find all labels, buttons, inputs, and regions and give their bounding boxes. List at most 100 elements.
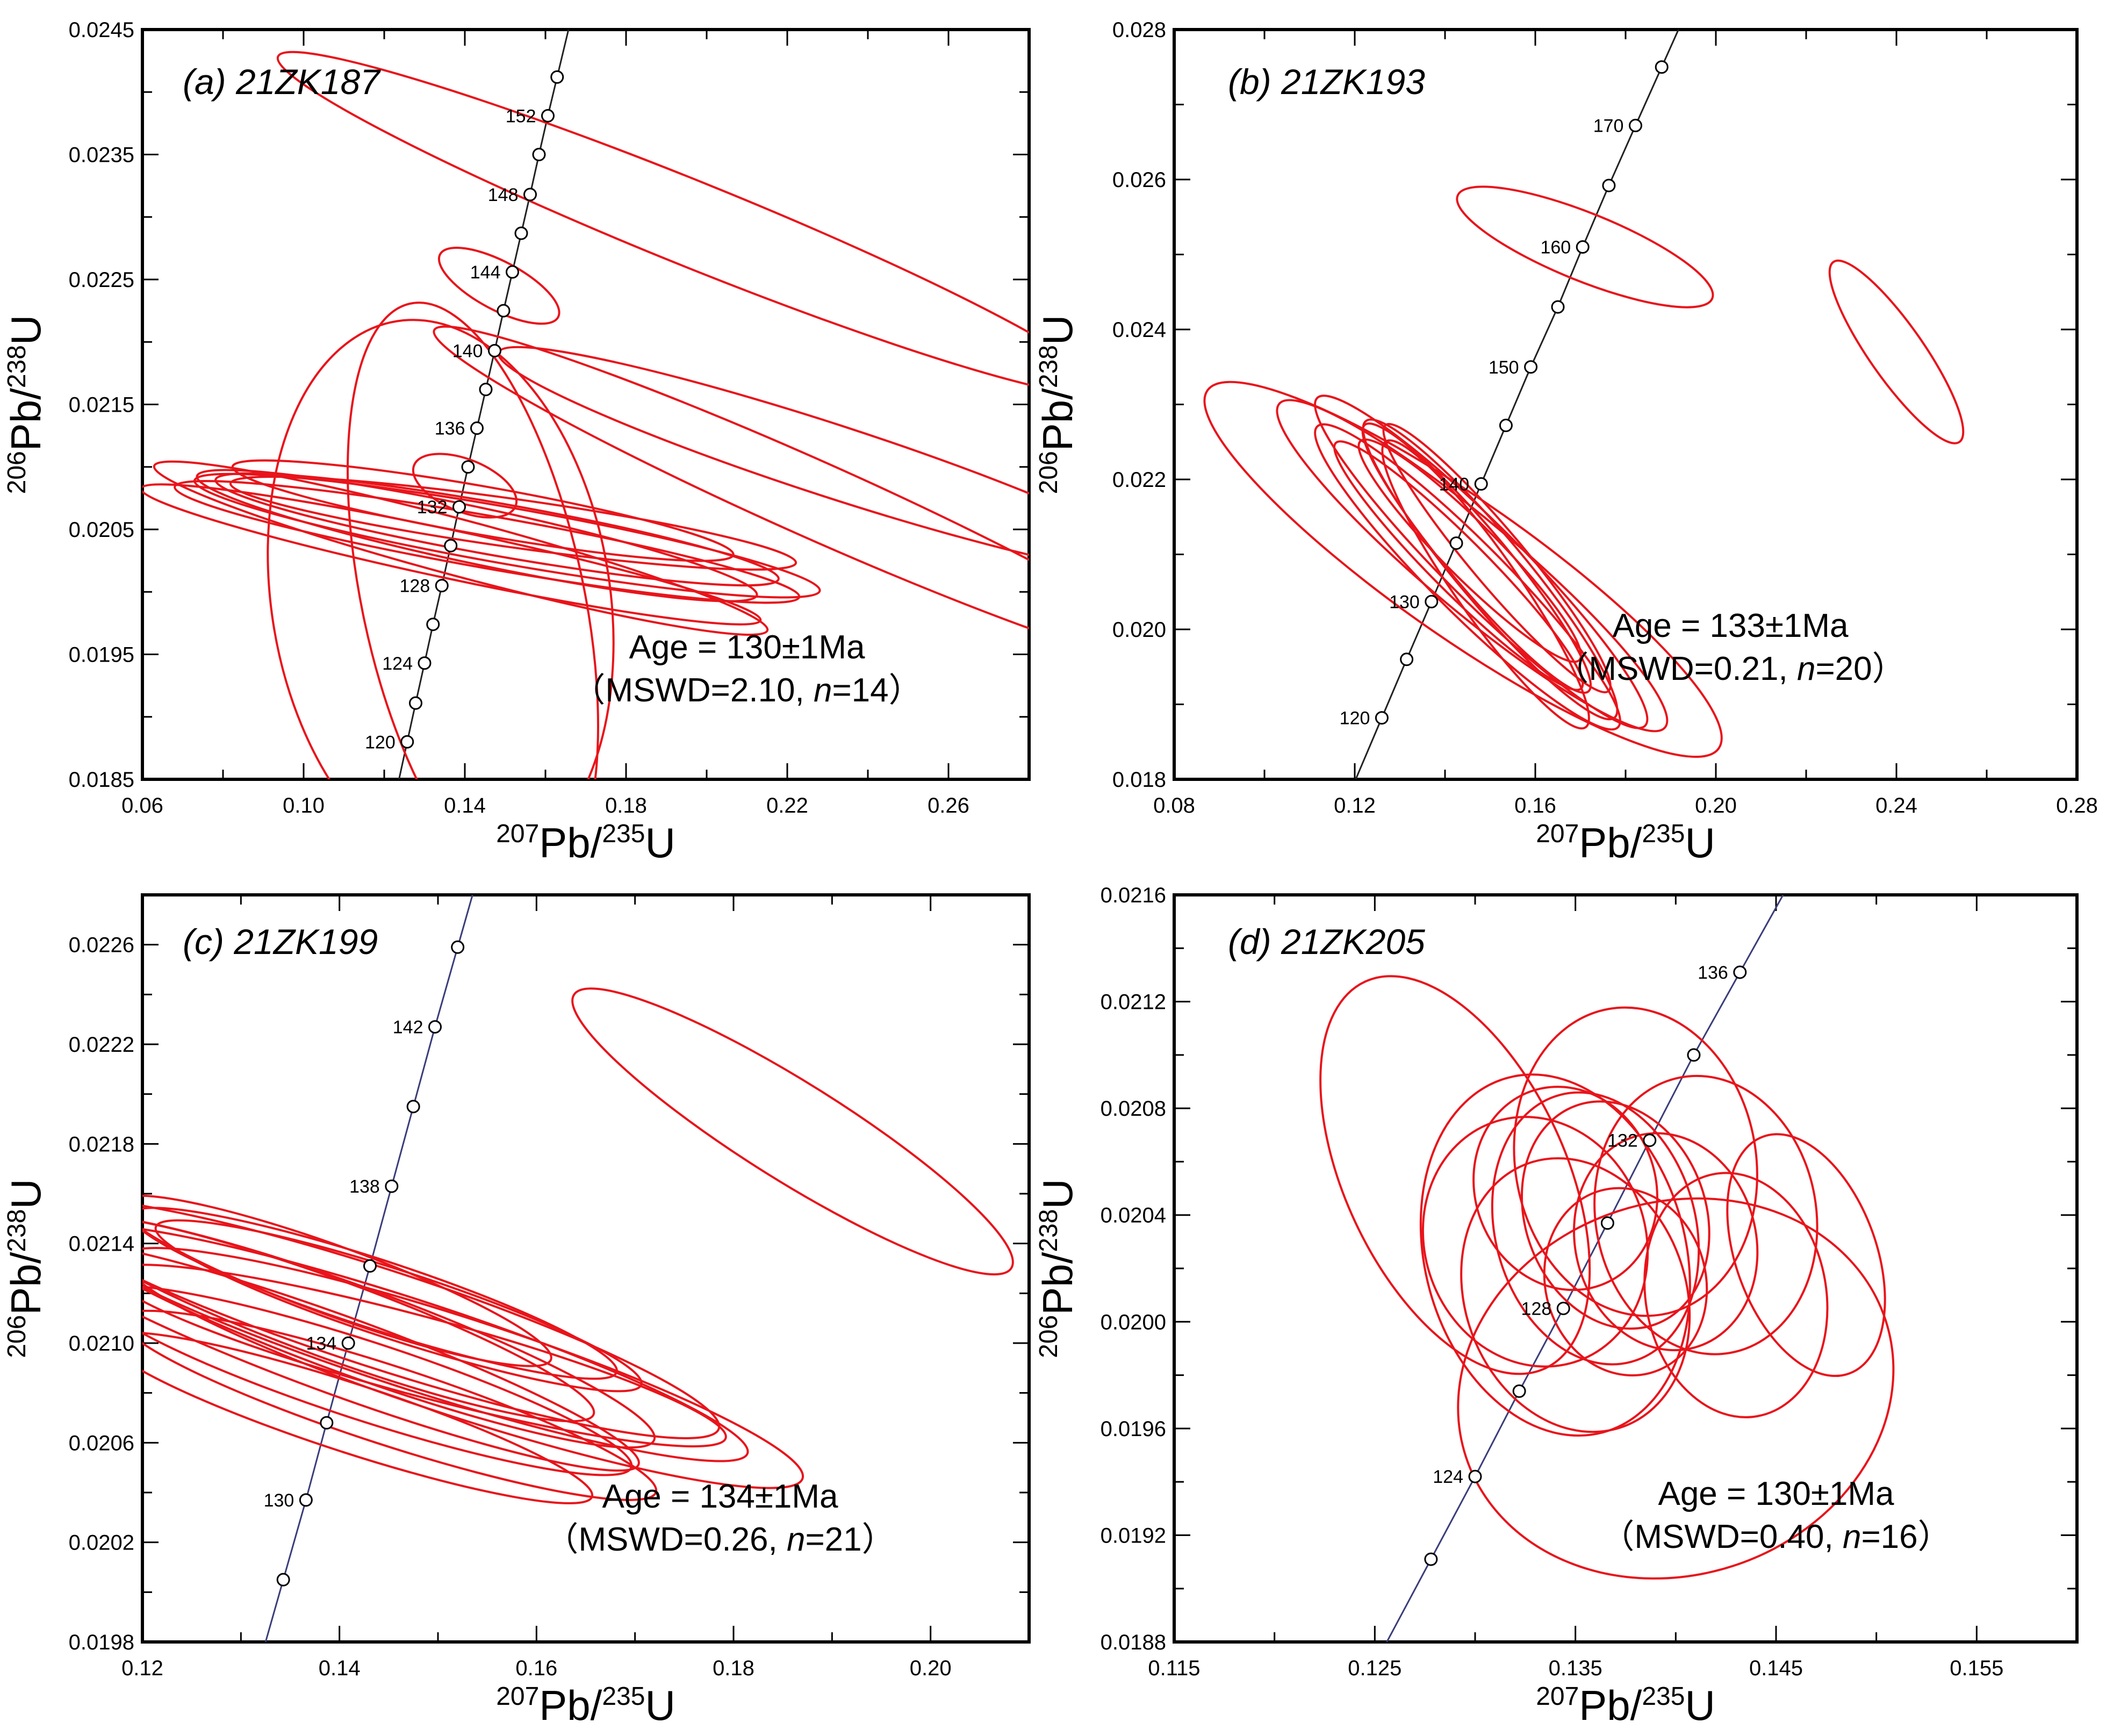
x-axis-title-base: U — [645, 1682, 675, 1729]
mswd-close-paren: ） — [889, 672, 922, 709]
error-ellipse — [433, 325, 1029, 671]
n-label: n — [814, 672, 832, 709]
concordia-age-marker — [363, 1259, 377, 1273]
x-axis-title-sup: 207 — [1536, 820, 1579, 848]
x-axis-title-base: Pb/ — [539, 819, 602, 866]
concordia-age-marker — [1556, 1301, 1570, 1315]
y-tick-label: 0.0185 — [69, 768, 134, 792]
concordia-age-marker — [444, 539, 458, 553]
error-ellipse — [1361, 422, 1592, 694]
concordia-age-label: 120 — [1340, 708, 1370, 729]
concordia-age-label: 134 — [306, 1333, 336, 1354]
error-ellipse — [193, 472, 821, 599]
concordia-age-marker — [497, 304, 511, 318]
y-axis-title: 206Pb/238U — [2, 1179, 49, 1358]
y-tick-label: 0.024 — [1112, 318, 1166, 342]
concordia-age-label: 130 — [264, 1490, 294, 1511]
y-tick-label: 0.0222 — [69, 1033, 134, 1057]
plot-area: 124 128 132 136 — [1319, 895, 1895, 1642]
x-axis-title-sup: 235 — [602, 1682, 645, 1711]
y-tick-label: 0.0188 — [1101, 1631, 1166, 1654]
x-axis-title-base: U — [1685, 819, 1715, 866]
x-axis-title-sup: 207 — [496, 820, 539, 848]
concordia-age-marker — [1375, 711, 1389, 725]
x-axis-title-sup: 235 — [602, 820, 645, 848]
chart-panel-c: 0.12 0.14 0.16 0.18 0.20 0.0198 0.0202 0.0206 0.… — [2, 893, 1031, 1729]
concordia-age-marker — [532, 148, 546, 161]
concordia-age-marker — [523, 188, 537, 202]
error-ellipse — [1314, 423, 1621, 731]
y-tick-label: 0.026 — [1112, 168, 1166, 192]
x-tick-label: 0.115 — [1148, 1656, 1200, 1680]
y-tick-label: 0.0226 — [69, 934, 134, 957]
panel-label: (d) 21ZK205 — [1228, 922, 1425, 962]
x-axis-title: 207Pb/235U — [496, 1682, 675, 1729]
mswd-close-paren: ） — [1918, 1518, 1951, 1555]
x-tick-label: 0.125 — [1348, 1656, 1401, 1680]
x-tick-label: 0.20 — [1695, 794, 1737, 817]
concordia-age-label: 136 — [435, 419, 465, 439]
concordia-age-label: 140 — [452, 341, 483, 362]
x-tick-label: 0.155 — [1950, 1656, 2003, 1680]
y-axis-title-base: Pb/ — [1034, 1252, 1081, 1315]
concordia-age-marker — [320, 1416, 334, 1430]
n-label: n — [787, 1521, 805, 1558]
error-ellipse — [1357, 438, 1582, 663]
n-value: =21 — [805, 1521, 861, 1558]
y-tick-label: 0.0204 — [1101, 1204, 1166, 1228]
x-tick-label: 0.10 — [283, 794, 325, 817]
concordia-age-label: 136 — [1698, 963, 1728, 983]
concordia-age-marker — [1687, 1048, 1701, 1062]
concordia-age-marker — [1425, 594, 1439, 608]
x-tick-label: 0.12 — [1334, 794, 1376, 817]
error-ellipse — [347, 302, 599, 779]
concordia-age-label: 150 — [1489, 357, 1519, 378]
concordia-age-label: 120 — [365, 732, 396, 752]
concordia-age-marker — [452, 500, 466, 514]
y-tick-label: 0.0216 — [1101, 884, 1166, 907]
error-ellipse — [142, 1239, 640, 1472]
concordia-age-marker — [488, 344, 501, 358]
y-axis-title-sup: 206 — [3, 451, 31, 494]
panel-label: (c) 21ZK199 — [183, 922, 378, 962]
concordia-age-label: 138 — [349, 1177, 380, 1197]
mswd-text: MSWD=0.40, — [1634, 1518, 1843, 1555]
x-tick-label: 0.22 — [766, 794, 808, 817]
mswd-annotation: （MSWD=0.21, n=20） — [1555, 650, 1905, 687]
concordia-age-marker — [1733, 965, 1747, 979]
error-ellipse — [1381, 439, 1590, 730]
concordia-age-label: 142 — [393, 1017, 423, 1038]
error-ellipse — [1319, 975, 1591, 1375]
concordia-age-marker — [1576, 240, 1590, 254]
x-tick-label: 0.14 — [444, 794, 486, 817]
concordia-age-marker — [1602, 178, 1616, 192]
x-axis-title-base: Pb/ — [1579, 819, 1642, 866]
x-axis-title-sup: 235 — [1642, 820, 1685, 848]
y-tick-label: 0.0235 — [69, 144, 134, 167]
concordia-age-marker — [1474, 477, 1488, 491]
concordia-age-marker — [451, 940, 465, 954]
y-tick-label: 0.0245 — [69, 18, 134, 42]
concordia-age-marker — [541, 109, 555, 123]
y-axis-title: 206Pb/238U — [2, 315, 49, 494]
error-ellipse — [1828, 259, 1965, 444]
concordia-age-marker — [1400, 652, 1414, 666]
x-axis-title: 207Pb/235U — [1536, 1682, 1715, 1729]
mswd-annotation: （MSWD=2.10, n=14） — [572, 672, 922, 709]
y-tick-label: 0.0196 — [1101, 1417, 1166, 1441]
error-ellipse — [142, 1224, 749, 1462]
concordia-age-marker — [1424, 1552, 1438, 1566]
concordia-age-label: 160 — [1540, 238, 1571, 258]
y-axis-title-sup: 206 — [1034, 1315, 1063, 1358]
concordia-age-label: 128 — [1521, 1299, 1552, 1319]
mswd-open-paren: （ — [572, 672, 605, 709]
error-ellipse — [142, 1309, 658, 1501]
error-ellipse — [276, 51, 1029, 396]
error-ellipse — [142, 1331, 594, 1504]
concordia-age-marker — [479, 383, 493, 397]
x-axis-title: 207Pb/235U — [1536, 819, 1715, 866]
error-ellipse — [142, 1214, 595, 1423]
concordia-age-marker — [406, 1100, 420, 1114]
n-value: =20 — [1815, 650, 1872, 687]
x-axis-title-base: Pb/ — [539, 1682, 602, 1729]
